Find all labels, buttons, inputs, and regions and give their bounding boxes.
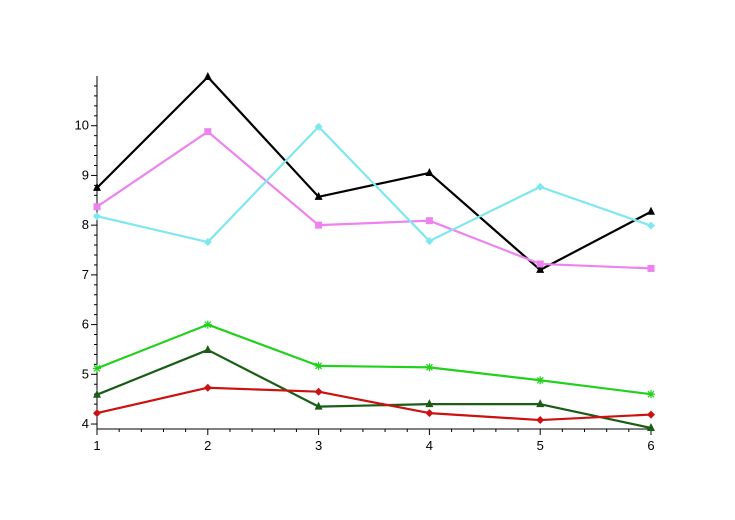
star-stroke [647,390,655,398]
data-point-diamond [425,409,434,418]
data-point-triangle [425,167,434,176]
data-point-square [425,217,433,225]
data-point-square [93,203,101,211]
data-point-star [93,364,101,373]
y-tick-label: 9 [82,167,89,182]
data-point-triangle [536,264,545,273]
data-point-square [204,128,212,136]
series-line [96,348,652,430]
series-3 [93,122,655,247]
chart-series [93,71,655,432]
y-tick-label: 10 [75,118,89,133]
data-point-triangle [93,182,101,191]
series-4 [93,320,655,399]
y-tick-label: 5 [82,366,89,381]
series-line [96,125,652,244]
data-point-diamond [314,122,323,131]
y-tick-label: 8 [82,217,89,232]
data-point-diamond [93,409,101,418]
data-point-diamond [647,410,655,419]
data-point-triangle [93,389,101,398]
data-point-diamond [536,182,545,191]
data-point-triangle [425,399,434,408]
star-stroke [425,363,433,371]
series-line [96,386,652,422]
x-tick-label: 3 [315,438,322,453]
data-point-triangle [314,191,323,200]
chart-tick-labels: 4 5 6 7 8 9 10 1 2 3 4 5 6 [75,118,655,453]
star-stroke [315,362,323,370]
x-tick-label: 4 [426,438,433,453]
data-point-triangle [647,206,655,215]
data-point-triangle [314,401,323,410]
data-point-diamond [203,238,212,247]
x-tick-label: 2 [204,438,211,453]
data-point-diamond [203,383,212,392]
x-tick-label: 5 [537,438,544,453]
data-point-square [315,221,323,229]
data-point-diamond [425,237,434,246]
data-point-diamond [536,416,545,425]
series-2 [93,128,655,272]
series-line [96,130,652,270]
series-5 [93,344,655,432]
star-stroke [93,364,101,372]
star-stroke [204,321,212,329]
y-tick-label: 4 [82,416,89,431]
data-point-star [647,390,655,399]
series-6 [93,383,655,425]
x-tick-label: 1 [93,438,100,453]
data-point-star [425,363,434,372]
series-line [96,75,652,272]
series-line [96,323,652,396]
y-tick-label: 7 [82,267,89,282]
data-point-triangle [203,71,212,80]
data-point-triangle [203,344,212,353]
star-stroke [536,376,544,384]
data-point-diamond [93,212,101,221]
y-tick-label: 6 [82,317,89,332]
x-tick-label: 6 [647,438,654,453]
data-point-star [203,320,212,329]
data-point-diamond [314,387,323,396]
data-point-triangle [647,423,655,432]
data-point-square [536,260,544,268]
data-point-square [647,264,655,272]
data-point-triangle [536,399,545,408]
data-point-star [536,376,545,385]
data-point-star [314,361,323,370]
series-1 [93,71,655,273]
data-point-diamond [647,221,655,230]
